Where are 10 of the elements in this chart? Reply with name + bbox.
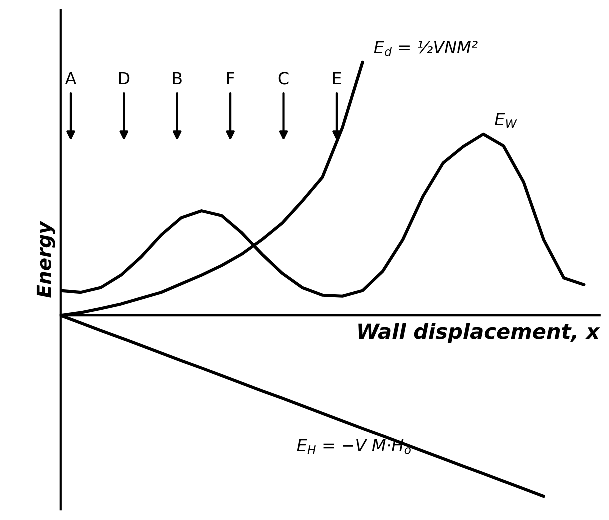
series-label: E$_{d}$ = ½VNM² bbox=[374, 40, 478, 56]
annotation: D bbox=[119, 72, 130, 84]
x-axis-title: Wall displacement, x bbox=[358, 323, 600, 344]
annotation: B bbox=[173, 72, 182, 84]
annotation: E bbox=[333, 72, 342, 84]
annotation: C bbox=[278, 72, 289, 85]
annotation: F bbox=[227, 72, 234, 84]
annotation: A bbox=[65, 72, 77, 84]
series-label: E$_{W}$ bbox=[495, 113, 518, 128]
y-axis-title: Energy bbox=[36, 221, 56, 298]
